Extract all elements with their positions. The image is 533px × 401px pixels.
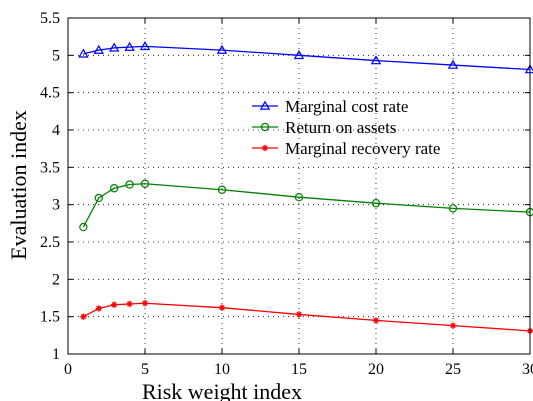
legend-marker <box>261 144 269 152</box>
series-line-marginal-recovery-rate <box>83 302 531 332</box>
y-tick-label: 5 <box>52 47 60 64</box>
x-axis-label: Risk weight index <box>142 379 302 401</box>
marker-stroke <box>373 317 379 324</box>
data-point-marginal-cost-rate <box>139 40 151 51</box>
x-tick-label: 5 <box>141 361 149 378</box>
marker-stroke <box>126 301 133 307</box>
grid-lines <box>68 18 530 354</box>
y-axis-label: Evaluation index <box>6 110 31 260</box>
data-point-marginal-recovery-rate <box>126 300 133 308</box>
data-point-return-on-assets <box>79 222 88 232</box>
series-line-return-on-assets <box>82 183 531 228</box>
legend: Marginal cost rate Return on assets Margin… <box>252 97 440 158</box>
axis-ticks: 0 5 10 15 20 25 30 1 1.5 2 2.5 3 3.5 4 4.5 5 5.5 <box>40 10 533 378</box>
data-point-marginal-cost-rate <box>216 44 228 54</box>
marker-stroke <box>219 305 225 311</box>
y-tick-label: 5.5 <box>40 10 60 27</box>
x-tick-label: 25 <box>445 361 461 378</box>
data-point-marginal-recovery-rate <box>372 317 380 324</box>
data-point-marginal-recovery-rate <box>111 301 118 308</box>
data-point-marginal-recovery-rate <box>80 313 87 320</box>
y-tick-label: 1.5 <box>40 309 60 326</box>
data-point-marginal-recovery-rate <box>141 300 149 307</box>
legend-label: Return on assets <box>285 118 396 137</box>
marker-stroke <box>96 305 102 312</box>
data-point-marginal-recovery-rate <box>295 311 303 318</box>
series-layer <box>78 40 533 335</box>
data-point-return-on-assets <box>94 193 104 203</box>
legend-marker <box>259 100 271 110</box>
x-tick-label: 15 <box>291 361 307 378</box>
data-point-return-on-assets <box>140 179 150 188</box>
y-tick-label: 2.5 <box>40 234 60 251</box>
marker-stroke <box>80 314 87 320</box>
marker-stroke <box>142 300 148 306</box>
data-point-marginal-recovery-rate <box>449 322 457 329</box>
legend-marker <box>260 122 270 132</box>
data-point-marginal-cost-rate <box>93 44 105 54</box>
x-tick-label: 20 <box>368 361 384 378</box>
marker-stroke <box>262 145 268 151</box>
x-tick-label: 30 <box>522 361 533 378</box>
y-tick-label: 2 <box>52 271 60 288</box>
data-point-return-on-assets <box>217 185 227 194</box>
data-point-return-on-assets <box>371 198 381 208</box>
legend-label: Marginal cost rate <box>285 97 408 116</box>
data-point-marginal-recovery-rate <box>218 304 226 311</box>
x-tick-label: 10 <box>214 361 230 378</box>
y-tick-label: 4.5 <box>40 85 60 102</box>
data-point-marginal-cost-rate <box>108 42 120 52</box>
y-tick-label: 3 <box>52 197 60 214</box>
series-marginal-cost-rate <box>78 40 533 74</box>
data-point-marginal-cost-rate <box>370 55 382 65</box>
data-point-marginal-cost-rate <box>78 48 89 58</box>
data-point-return-on-assets <box>448 204 458 213</box>
series-return-on-assets <box>79 179 533 232</box>
legend-entry-marginal-recovery-rate: Marginal recovery rate <box>252 139 440 158</box>
data-point-return-on-assets <box>125 180 134 189</box>
data-point-marginal-recovery-rate <box>95 305 102 312</box>
data-point-marginal-cost-rate <box>447 59 459 69</box>
marker-stroke <box>111 302 117 308</box>
y-tick-label: 3.5 <box>40 159 60 176</box>
y-tick-label: 4 <box>52 122 60 139</box>
legend-entry-return-on-assets: Return on assets <box>252 118 396 137</box>
marker-stroke <box>296 311 302 318</box>
marker-stroke <box>450 322 456 329</box>
data-point-marginal-cost-rate <box>293 49 305 60</box>
legend-label: Marginal recovery rate <box>285 139 440 158</box>
x-tick-label: 0 <box>64 361 72 378</box>
data-point-return-on-assets <box>294 192 304 202</box>
y-tick-label: 1 <box>52 346 60 363</box>
data-point-return-on-assets <box>109 184 119 193</box>
legend-entry-marginal-cost-rate: Marginal cost rate <box>252 97 408 116</box>
data-point-marginal-cost-rate <box>124 41 135 51</box>
series-line-marginal-cost-rate <box>83 45 531 71</box>
